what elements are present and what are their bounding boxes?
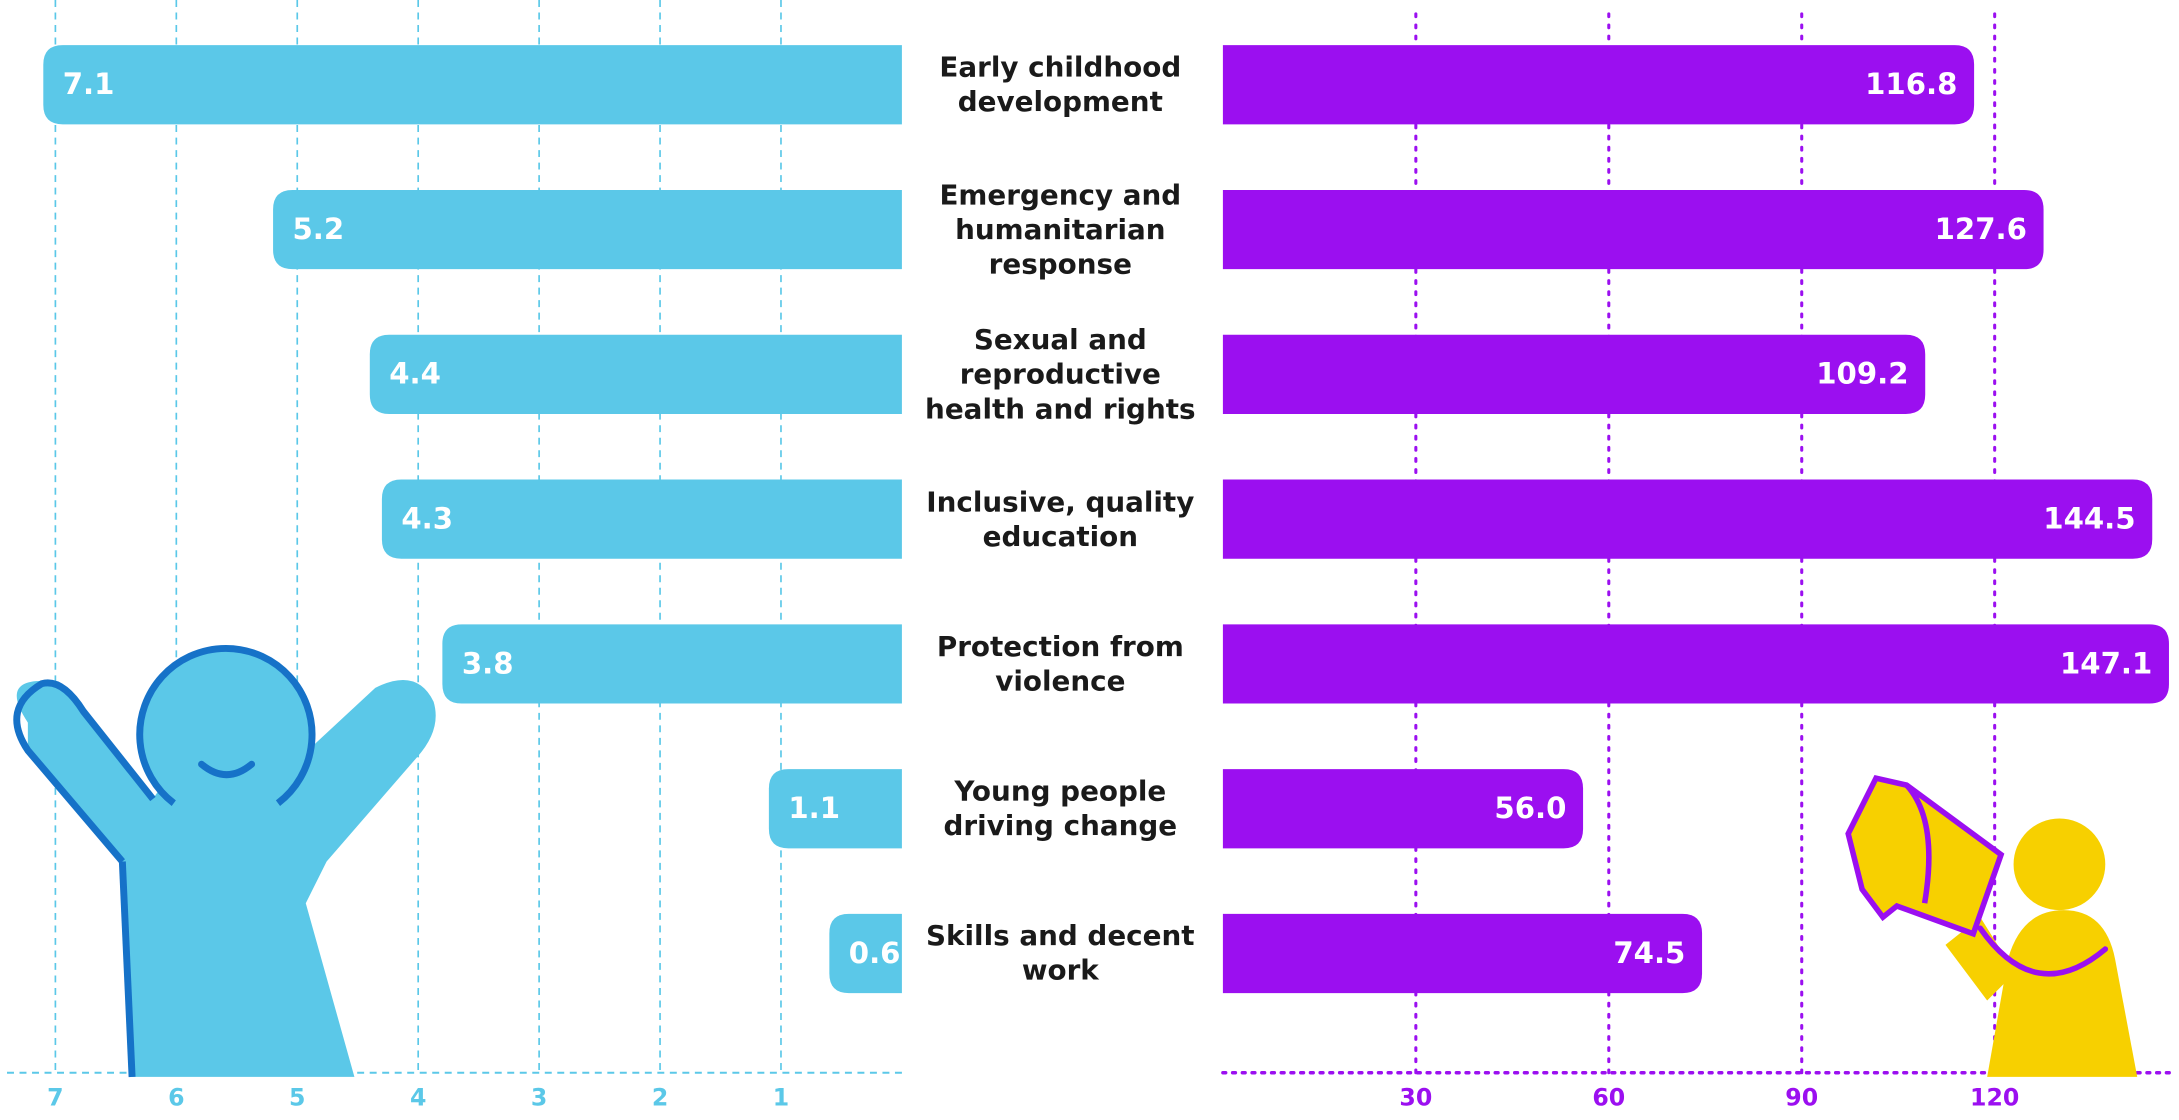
value-label: 144.5 [2043, 502, 2135, 536]
value-label: 4.4 [389, 357, 441, 391]
bar [273, 190, 902, 269]
value-label: 56.0 [1494, 791, 1566, 825]
x2-tick-label: 120 [1970, 1084, 2019, 1112]
x-tick-label: 3 [531, 1084, 547, 1112]
megaphone-illustration [1848, 778, 2137, 1077]
value-label: 5.2 [293, 212, 345, 246]
bar [1223, 624, 2169, 703]
bar [1223, 480, 2152, 559]
value-label: 3.8 [462, 646, 514, 680]
category-label-box: Inclusive, quality education [917, 457, 1203, 582]
x-tick-label: 1 [773, 1084, 789, 1112]
value-label: 7.1 [63, 67, 115, 101]
category-label: Protection from violence [917, 601, 1203, 726]
megaphone [1848, 778, 2001, 934]
category-label: Emergency and humanitarian response [917, 167, 1203, 292]
category-label: Young people driving change [917, 746, 1203, 871]
x2-tick-label: 60 [1592, 1084, 1625, 1112]
x2-tick-label: 90 [1785, 1084, 1818, 1112]
category-label: Sexual and reproductive health and right… [917, 312, 1203, 437]
value-label: 109.2 [1816, 357, 1908, 391]
x-tick-label: 6 [168, 1084, 184, 1112]
category-label-box: Sexual and reproductive health and right… [917, 312, 1203, 437]
category-label-box: Early childhood development [917, 22, 1203, 147]
category-label-box: Emergency and humanitarian response [917, 167, 1203, 292]
category-label: Early childhood development [917, 22, 1203, 147]
category-label-box: Young people driving change [917, 746, 1203, 871]
child-illustration [17, 648, 436, 1077]
x2-tick-label: 30 [1399, 1084, 1432, 1112]
value-label: 4.3 [401, 502, 453, 536]
x-tick-label: 2 [652, 1084, 668, 1112]
value-label: 127.6 [1935, 212, 2027, 246]
category-label: Skills and decent work [917, 891, 1203, 1016]
category-label-box: Protection from violence [917, 601, 1203, 726]
value-label: 116.8 [1865, 67, 1957, 101]
value-label: 0.6 [849, 936, 901, 970]
label-layer: 7 6 5 4 3 2 1 30 60 90 120 Early childhood developm… [47, 22, 2152, 1111]
value-label: 74.5 [1613, 936, 1685, 970]
person-head [2014, 818, 2106, 910]
bar [1223, 190, 2044, 269]
x-tick-label: 7 [47, 1084, 63, 1112]
person-body [1987, 910, 2137, 1077]
category-label: Inclusive, quality education [917, 457, 1203, 582]
value-label: 1.1 [788, 791, 840, 825]
child-head [140, 648, 312, 803]
bar [370, 335, 902, 414]
x-tick-label: 5 [289, 1084, 305, 1112]
page: 7 6 5 4 3 2 1 30 60 90 120 Early childhood developm… [0, 0, 2179, 1120]
bar [1223, 45, 1974, 124]
category-label-box: Skills and decent work [917, 891, 1203, 1016]
bar [382, 480, 902, 559]
bar [43, 45, 902, 124]
chart: 7 6 5 4 3 2 1 30 60 90 120 Early childhood developm… [0, 0, 2179, 1120]
x-tick-label: 4 [410, 1084, 426, 1112]
value-label: 147.1 [2060, 646, 2152, 680]
